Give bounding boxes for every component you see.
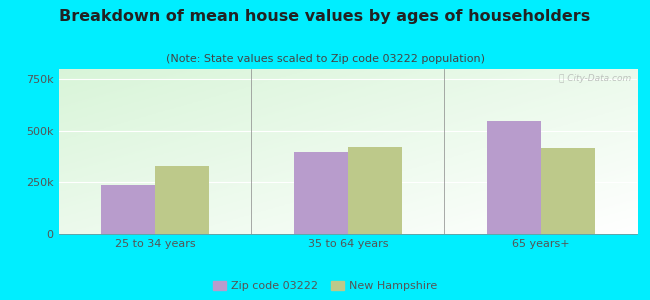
Bar — [487, 121, 541, 234]
Text: Ⓣ City-Data.com: Ⓣ City-Data.com — [559, 74, 631, 83]
Text: Breakdown of mean house values by ages of householders: Breakdown of mean house values by ages o… — [59, 9, 591, 24]
Legend: Zip code 03222, New Hampshire: Zip code 03222, New Hampshire — [213, 281, 437, 291]
Bar — [101, 184, 155, 234]
Bar — [348, 147, 402, 234]
Bar — [541, 148, 595, 234]
Text: (Note: State values scaled to Zip code 03222 population): (Note: State values scaled to Zip code 0… — [166, 54, 484, 64]
Bar — [155, 166, 209, 234]
Bar — [294, 152, 348, 234]
